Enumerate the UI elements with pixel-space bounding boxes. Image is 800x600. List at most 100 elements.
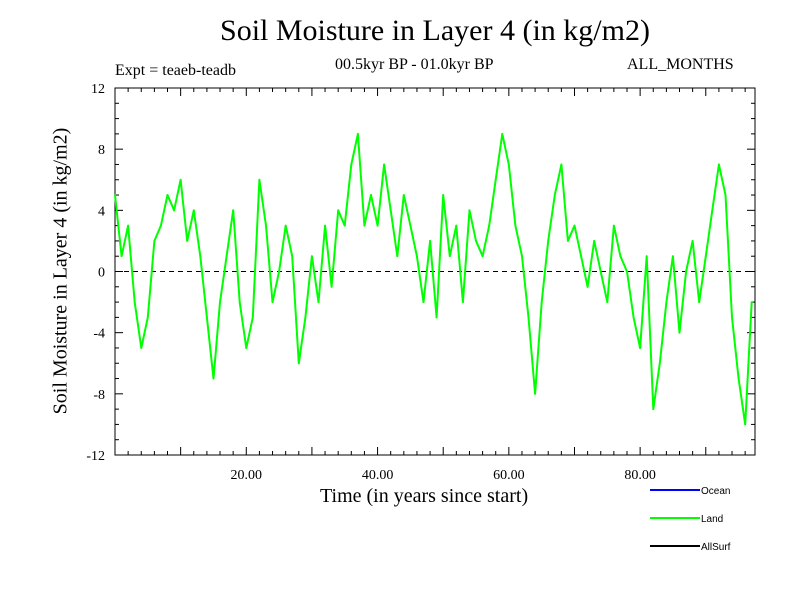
data-point (737, 377, 740, 380)
data-point (606, 301, 609, 303)
data-point (698, 301, 701, 303)
data-point (416, 255, 418, 258)
x-tick-label: 20.00 (231, 468, 263, 483)
data-point (658, 362, 661, 365)
data-point (711, 209, 714, 212)
data-point (402, 194, 405, 196)
legend-label-allsurf: AllSurf (701, 542, 731, 553)
data-point (133, 301, 136, 303)
data-point (422, 301, 425, 303)
series-line-land (114, 132, 753, 426)
data-point (140, 347, 143, 349)
x-tick-label: 40.00 (362, 468, 394, 483)
data-point (179, 178, 182, 181)
data-point (494, 178, 497, 181)
data-point (219, 301, 221, 303)
data-point (225, 255, 228, 258)
data-point (271, 301, 274, 303)
data-point (304, 316, 307, 319)
legend-label-land: Land (701, 514, 723, 525)
data-point (311, 255, 313, 258)
data-point (337, 209, 340, 212)
data-point (691, 240, 694, 242)
data-point (370, 194, 372, 196)
data-point (265, 224, 267, 227)
data-point (278, 270, 281, 273)
data-point (258, 178, 261, 181)
y-tick-label: 12 (91, 82, 105, 97)
data-point (593, 240, 596, 242)
data-point (212, 377, 215, 380)
data-point (330, 285, 333, 288)
data-point (409, 224, 412, 227)
data-point (514, 224, 517, 227)
data-point (356, 132, 359, 135)
ticks (115, 88, 755, 455)
data-point (146, 316, 149, 319)
tick-labels: 20.00 40.00 60.00 80.00 -12 -8 -4 0 4 8 12 (86, 82, 656, 483)
x-tick-label: 60.00 (493, 468, 525, 483)
data-point (540, 301, 543, 303)
data-point (160, 224, 162, 227)
data-point (685, 270, 687, 273)
data-point (442, 194, 445, 196)
series-layer (114, 132, 753, 426)
data-point (173, 209, 175, 212)
data-point (205, 316, 208, 319)
data-point (324, 224, 326, 227)
data-point (166, 194, 169, 196)
data-point (560, 163, 563, 166)
data-point (291, 255, 294, 258)
data-point (199, 255, 202, 258)
data-point (750, 301, 753, 303)
data-point (343, 224, 346, 227)
data-point (350, 163, 353, 166)
x-tick-label: 80.00 (624, 468, 656, 483)
y-tick-label: 4 (98, 204, 105, 219)
x-axis-label: Time (in years since start) (320, 485, 529, 507)
data-point (645, 255, 648, 258)
data-point (396, 255, 399, 258)
experiment-label: Expt = teaeb-teadb (115, 62, 236, 79)
data-point (363, 224, 366, 227)
data-point (553, 194, 556, 196)
data-point (192, 209, 195, 212)
chart-title: Soil Moisture in Layer 4 (in kg/m2) (220, 14, 650, 47)
data-point (665, 301, 668, 303)
y-tick-label: 0 (98, 266, 105, 281)
y-tick-label: -4 (93, 327, 105, 342)
y-tick-label: 8 (98, 143, 105, 158)
data-point (468, 209, 471, 212)
data-point (448, 255, 451, 258)
data-point (455, 224, 458, 227)
data-point (717, 163, 720, 166)
data-point (284, 224, 287, 227)
data-point (724, 194, 727, 196)
data-point (317, 301, 320, 303)
data-point (704, 255, 707, 258)
data-point (461, 301, 464, 303)
data-point (586, 285, 589, 288)
data-point (435, 316, 438, 319)
data-point (238, 301, 241, 303)
data-point (376, 224, 379, 227)
data-point (612, 224, 615, 227)
data-point (114, 194, 116, 196)
y-tick-label: -12 (86, 449, 105, 464)
data-point (580, 255, 582, 258)
data-point (626, 270, 628, 273)
data-point (297, 362, 300, 365)
data-point (744, 423, 747, 426)
data-point (383, 163, 386, 166)
data-point (429, 240, 431, 242)
data-point (547, 240, 550, 242)
data-point (481, 255, 484, 258)
data-point (251, 316, 254, 319)
data-point (507, 163, 510, 166)
data-point (389, 209, 392, 212)
data-point (652, 408, 655, 411)
legend: Ocean Land AllSurf (650, 486, 731, 553)
data-point (632, 316, 635, 319)
data-point (534, 392, 537, 395)
